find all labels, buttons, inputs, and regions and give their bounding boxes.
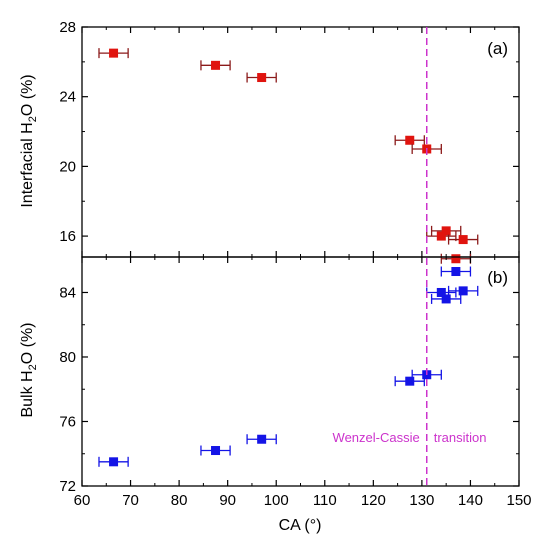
panel-b-data-point xyxy=(440,266,472,277)
x-axis-title: CA (°) xyxy=(279,517,322,534)
panel-a-data-point xyxy=(447,234,479,245)
panel-a-data-point xyxy=(98,48,129,59)
panel-a: 16 20 24 28 (a) Interfacial H2O (%) xyxy=(19,19,520,264)
x-tick-label: 130 xyxy=(409,492,434,509)
panel-b-data-point xyxy=(430,293,462,304)
data-marker xyxy=(451,254,461,264)
data-marker xyxy=(458,235,468,245)
x-axis-ticks: 60 70 80 90 100 110 120 130 140 150 xyxy=(74,492,532,509)
transition-label-left: Wenzel-Cassie xyxy=(333,430,420,445)
x-tick-label: 70 xyxy=(122,492,139,509)
panel-b-label: (b) xyxy=(487,268,508,287)
panel-a-frame xyxy=(81,26,520,258)
data-marker xyxy=(436,287,446,297)
panel-b-points xyxy=(98,266,479,467)
panel-a-ylabel: Interfacial H2O (%) xyxy=(19,74,39,207)
data-marker xyxy=(109,457,119,467)
x-tick-label: 60 xyxy=(74,492,91,509)
panel-a-ylabel-sub: 2 xyxy=(27,116,39,122)
panel-a-data-point xyxy=(394,135,425,146)
panel-a-label: (a) xyxy=(487,39,508,58)
data-marker xyxy=(109,48,119,58)
panel-b-ytick-label: 76 xyxy=(59,413,76,430)
x-tick-label: 80 xyxy=(171,492,188,509)
panel-a-points xyxy=(98,48,479,264)
data-marker xyxy=(211,446,221,456)
panel-a-data-point xyxy=(200,60,231,71)
panel-a-ytick-label: 28 xyxy=(59,19,76,36)
data-marker xyxy=(458,286,468,296)
data-marker xyxy=(405,135,415,145)
data-marker xyxy=(405,376,415,386)
data-marker xyxy=(441,226,451,236)
panel-b-data-point xyxy=(200,445,231,456)
data-marker xyxy=(211,60,221,70)
panel-b-data-point xyxy=(447,285,479,296)
panel-b-ylabel-tail: O (%) xyxy=(19,322,36,364)
x-tick-label: 140 xyxy=(458,492,483,509)
x-tick-label: 150 xyxy=(506,492,531,509)
panel-b-ytick-label: 80 xyxy=(59,349,76,366)
panel-a-ylabel-tail: O (%) xyxy=(19,74,36,116)
transition-label-right: transition xyxy=(434,430,487,445)
x-tick-label: 120 xyxy=(361,492,386,509)
panel-b-data-point xyxy=(246,434,277,445)
panel-b-ylabel-main: Bulk H xyxy=(19,370,36,417)
data-marker xyxy=(257,434,267,444)
panel-a-ytick-label: 24 xyxy=(59,89,76,106)
x-tick-label: 90 xyxy=(219,492,236,509)
x-tick-label: 110 xyxy=(313,492,337,509)
data-marker xyxy=(436,231,446,241)
panel-a-ytick-label: 20 xyxy=(59,158,76,175)
panel-a-data-point xyxy=(430,225,462,236)
panel-b-ytick-label: 72 xyxy=(59,478,76,495)
data-marker xyxy=(441,294,451,304)
panel-b: 72 76 80 84 (b) Bulk H2O (%) xyxy=(19,256,520,495)
panel-b-data-point xyxy=(394,376,425,387)
panel-b-data-point xyxy=(98,456,129,467)
x-tick-label: 100 xyxy=(264,492,289,509)
panel-a-data-point xyxy=(246,72,277,83)
panel-b-ticks: 72 76 80 84 xyxy=(59,257,520,495)
panel-a-ytick-label: 16 xyxy=(59,228,76,245)
panel-a-ylabel-main: Interfacial H xyxy=(19,122,36,207)
panel-b-ylabel: Bulk H2O (%) xyxy=(19,322,39,417)
panel-b-ylabel-sub: 2 xyxy=(27,364,39,370)
data-marker xyxy=(257,73,267,83)
data-marker xyxy=(451,267,461,277)
panel-b-ytick-label: 84 xyxy=(59,284,76,301)
